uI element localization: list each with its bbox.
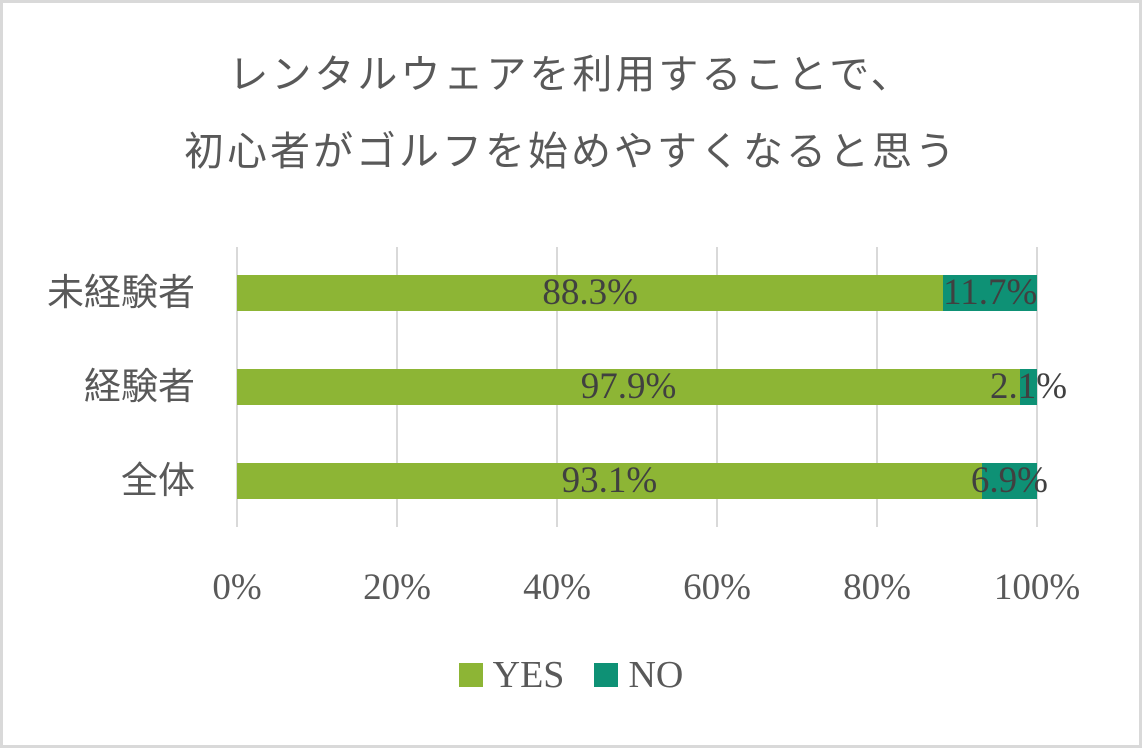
legend: YES NO [0, 656, 1142, 694]
data-label-no: 6.9% [970, 460, 1048, 501]
bar-segment-no [981, 463, 1037, 499]
data-label-yes: 88.3% [542, 272, 638, 313]
x-tick-label: 40% [523, 567, 591, 608]
data-label-no: 2.1% [990, 366, 1068, 407]
bar-segment-yes [237, 463, 982, 499]
chart-title-line-2: 初心者がゴルフを始めやすくなると思う [184, 129, 958, 175]
bar-segment-yes [237, 275, 944, 311]
category-label: 経験者 [84, 365, 195, 408]
data-label-yes: 93.1% [561, 460, 658, 501]
x-tick-label: 20% [363, 567, 431, 608]
x-tick-label: 80% [843, 567, 911, 608]
category-label: 未経験者 [47, 271, 195, 314]
x-tick-label: 100% [993, 567, 1081, 608]
bar-row: 93.1% 6.9% [237, 460, 1048, 501]
bar-row: 97.9% 2.1% [237, 366, 1067, 407]
bar-row: 88.3% 11.7% [237, 272, 1038, 313]
data-label-yes: 97.9% [580, 366, 677, 407]
legend-label-no: NO [628, 654, 684, 696]
category-label: 全体 [121, 459, 195, 502]
data-label-no: 11.7% [943, 272, 1038, 313]
x-tick-label: 0% [212, 567, 262, 608]
legend-swatch-no [594, 663, 619, 687]
legend-item-yes: YES [458, 654, 565, 696]
legend-swatch-yes [458, 663, 483, 687]
bar-segment-no [943, 275, 1037, 311]
x-tick-label: 60% [683, 567, 751, 608]
plot-area: 88.3% 11.7% 97.9% 2.1% 93.1% 6.9% [236, 247, 1067, 527]
legend-item-no: NO [594, 656, 683, 694]
chart-title-line-1: レンタルウェアを利用することで、 [228, 52, 914, 98]
legend-label-yes: YES [492, 654, 565, 696]
bar-segment-yes [237, 369, 1021, 405]
bar-segment-no [1020, 369, 1037, 405]
gridline-100 [1036, 247, 1038, 527]
